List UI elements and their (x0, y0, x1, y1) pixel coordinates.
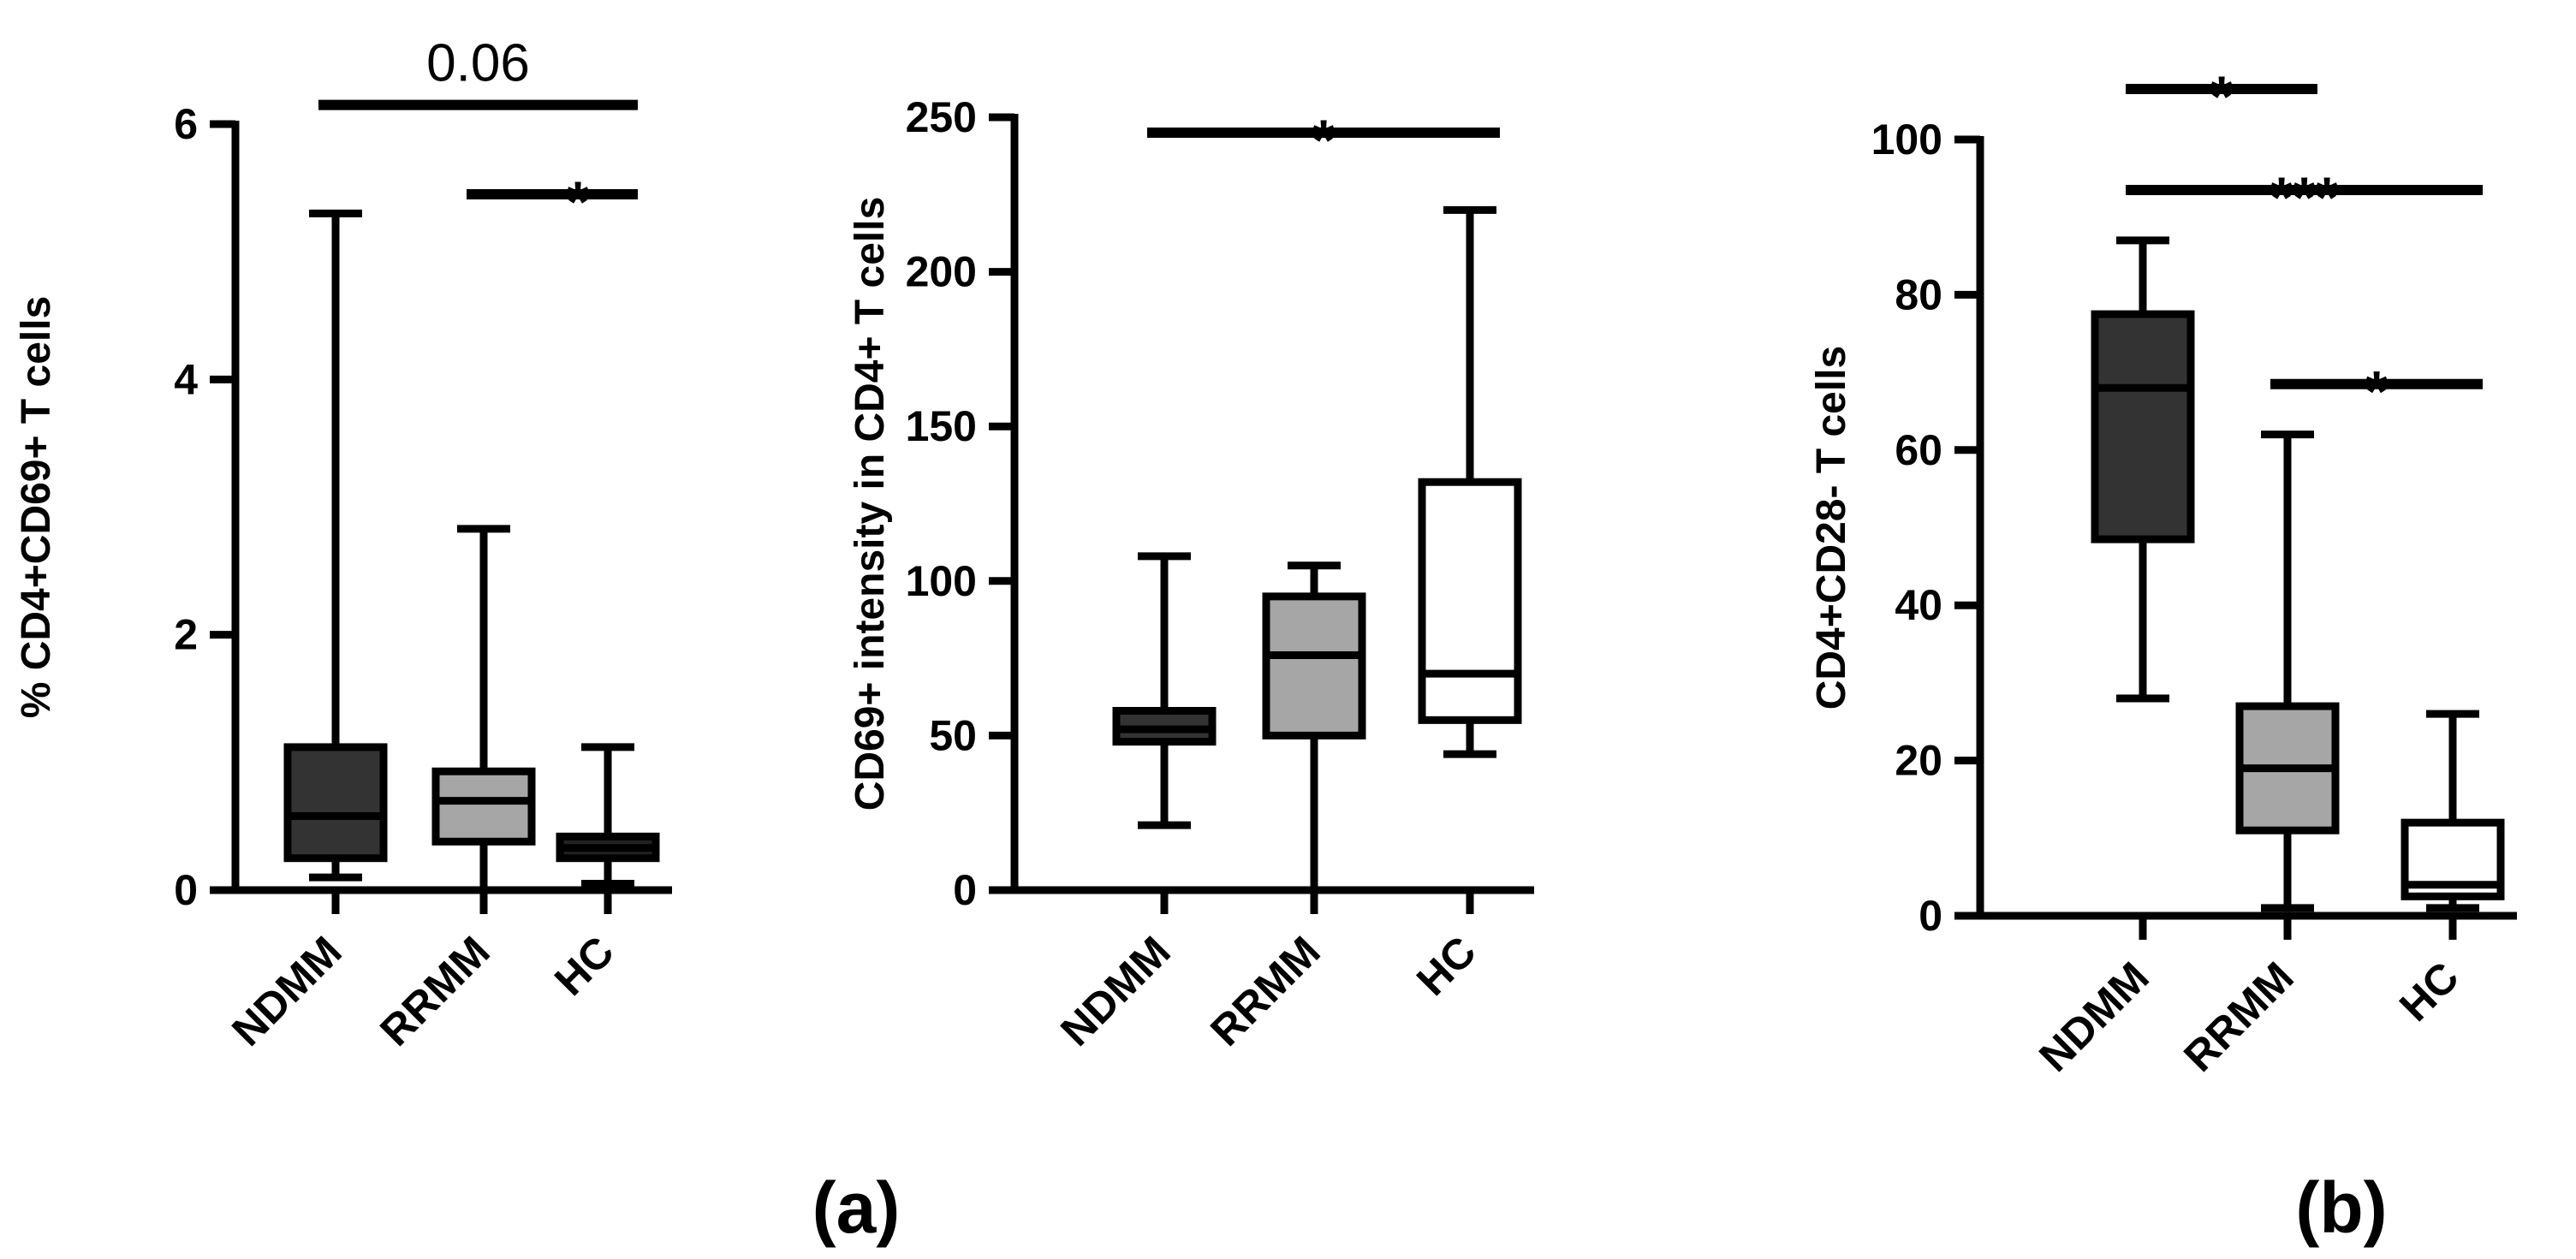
x-category-label: NDMM (1051, 927, 1180, 1055)
y-tick-label: 4 (174, 355, 198, 403)
x-category-label: HC (545, 927, 623, 1005)
significance-label: *** (2270, 165, 2339, 230)
box-ndmm (2091, 310, 2195, 543)
y-tick-label: 200 (906, 248, 977, 296)
box-rrmm (1262, 592, 1366, 739)
x-category-label: RRMM (1201, 927, 1330, 1055)
significance-label: * (2365, 359, 2389, 425)
box-rrmm (431, 767, 536, 846)
y-axis-title: CD4+CD28- T cells (1809, 346, 1854, 710)
x-category-label: NDMM (2030, 953, 2158, 1081)
significance-label: 0.06 (426, 34, 530, 93)
x-category-label: HC (1407, 927, 1485, 1005)
chart-cd69-percent: 0 2 4 6 % CD4+CD69+ T cells NDMM RRMM HC 0.06 * (14, 34, 672, 1055)
chart-cd69-intensity: 0 50 100 150 200 250 CD69+ intensity in CD4+ T… (848, 93, 1534, 1055)
y-tick-label: 40 (1895, 581, 1942, 629)
y-tick-label: 0 (953, 866, 977, 914)
significance-label: * (567, 169, 590, 235)
y-axis-title: % CD4+CD69+ T cells (14, 296, 59, 719)
y-tick-label: 50 (929, 711, 977, 759)
box-ndmm (283, 743, 388, 863)
y-tick-label: 80 (1895, 270, 1942, 318)
chart-cd28-negative: 0 20 40 60 80 100 CD4+CD28- T cells NDMM RRMM HC *… (1809, 64, 2517, 1081)
panel-label-b: (b) (2295, 1167, 2387, 1248)
x-category-label: RRMM (2174, 953, 2303, 1081)
significance-label: * (2210, 64, 2234, 129)
y-tick-label: 250 (906, 93, 977, 141)
y-tick-label: 0 (1919, 892, 1942, 940)
y-axis-title: CD69+ intensity in CD4+ T cells (848, 197, 893, 811)
y-tick-label: 100 (906, 557, 977, 605)
y-tick-label: 20 (1895, 737, 1942, 785)
y-tick-label: 6 (174, 100, 198, 148)
panel-label-a: (a) (812, 1167, 901, 1248)
y-tick-label: 150 (906, 402, 977, 450)
y-tick-label: 60 (1895, 426, 1942, 474)
y-tick-label: 0 (174, 866, 198, 914)
x-category-label: RRMM (371, 927, 499, 1055)
y-tick-label: 100 (1871, 116, 1942, 163)
x-category-label: NDMM (223, 927, 351, 1055)
x-category-label: HC (2390, 953, 2468, 1030)
y-tick-label: 2 (174, 611, 198, 659)
significance-label: * (1312, 108, 1336, 173)
box-hc (1418, 478, 1522, 724)
